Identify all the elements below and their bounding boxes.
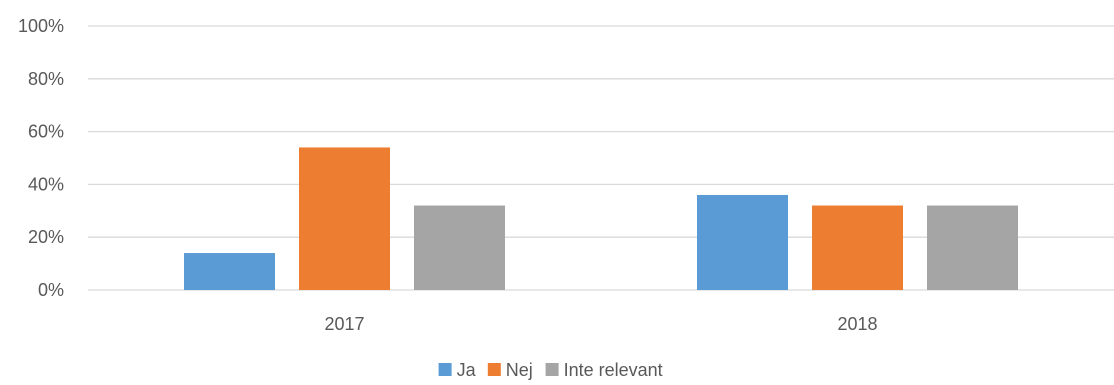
bars <box>184 147 1018 290</box>
legend-item-ja: Ja <box>438 360 477 380</box>
legend-item-nej: Nej <box>487 360 533 380</box>
legend-label: Inte relevant <box>564 360 663 380</box>
y-tick-label: 80% <box>28 69 64 89</box>
bar-nej-2018 <box>812 205 903 290</box>
legend-swatch <box>487 363 501 376</box>
bar-inte-relevant-2018 <box>927 205 1018 290</box>
bar-nej-2017 <box>299 147 390 290</box>
legend-item-inte-relevant: Inte relevant <box>545 360 663 380</box>
y-tick-label: 0% <box>38 280 64 300</box>
y-tick-label: 40% <box>28 174 64 194</box>
legend-label: Ja <box>457 360 477 380</box>
x-axis-tick-labels: 2017 2018 <box>324 314 877 334</box>
legend-swatch <box>545 363 559 376</box>
legend-swatch <box>438 363 452 376</box>
bar-ja-2018 <box>697 194 788 290</box>
y-axis-tick-labels: 0% 20% 40% 60% 80% 100% <box>18 16 64 300</box>
x-tick-label: 2018 <box>837 314 877 334</box>
legend-label: Nej <box>506 360 533 380</box>
bar-ja-2017 <box>184 253 275 290</box>
y-tick-label: 20% <box>28 227 64 247</box>
bar-inte-relevant-2017 <box>414 205 505 290</box>
y-tick-label: 60% <box>28 122 64 142</box>
x-tick-label: 2017 <box>324 314 364 334</box>
legend: Ja Nej Inte relevant <box>438 360 663 380</box>
y-tick-label: 100% <box>18 16 64 36</box>
